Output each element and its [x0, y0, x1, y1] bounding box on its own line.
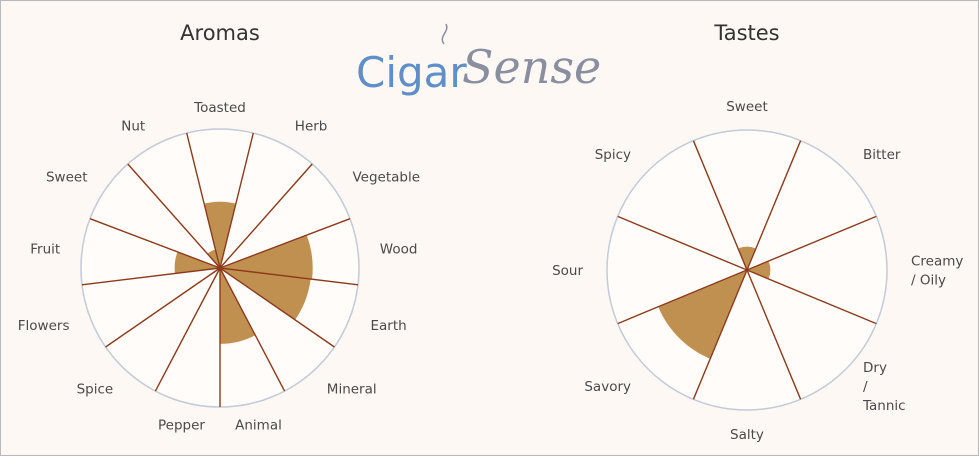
aromas-label-mineral: Mineral — [327, 382, 377, 398]
tastes-label-salty: Salty — [730, 427, 764, 443]
aromas-label-flowers: Flowers — [18, 318, 70, 334]
aromas-spoke — [89, 218, 221, 269]
tastes-label-creamy-oily: Creamy / Oily — [911, 254, 963, 289]
aromas-spoke — [219, 132, 254, 269]
aromas-label-wood: Wood — [380, 242, 418, 258]
tastes-spoke — [746, 269, 802, 400]
aromas-label-nut: Nut — [121, 118, 145, 134]
logo-sense-text: Sense — [462, 40, 601, 94]
aromas-label-earth: Earth — [371, 318, 407, 334]
aromas-spoke — [219, 267, 359, 286]
tastes-chart: Tastes Sweet Bitter Creamy / Oily Dry / Tannic… — [552, 21, 963, 443]
tastes-spoke — [692, 140, 748, 271]
tastes-label-dry-tannic: Dry / Tannic — [862, 360, 906, 414]
aromas-spokes — [81, 132, 359, 407]
aromas-label-herb: Herb — [295, 118, 328, 134]
tastes-spoke — [746, 269, 877, 325]
aromas-spoke — [154, 267, 221, 392]
aromas-spoke — [219, 267, 335, 348]
aromas-spoke — [127, 163, 221, 269]
tastes-spoke — [746, 215, 877, 271]
tastes-spokes — [617, 140, 877, 400]
aromas-spoke — [219, 163, 313, 269]
tastes-labels: Sweet Bitter Creamy / Oily Dry / Tannic Salty Sa… — [552, 99, 963, 443]
aromas-label-spice: Spice — [77, 382, 114, 398]
aromas-spoke — [219, 267, 286, 392]
logo-cigar-text: Cigar — [356, 48, 467, 97]
tastes-label-spicy: Spicy — [595, 147, 631, 163]
aromas-label-pepper: Pepper — [158, 417, 205, 433]
aromas-label-toasted: Toasted — [193, 100, 246, 116]
aromas-chart: Aromas Toasted Herb Vegetable Wood Earth Mine… — [18, 21, 420, 433]
tastes-wedges — [657, 245, 772, 360]
tastes-label-bitter: Bitter — [863, 147, 901, 163]
aromas-label-fruit: Fruit — [30, 242, 60, 258]
aromas-spoke — [186, 132, 221, 269]
aromas-labels: Toasted Herb Vegetable Wood Earth Mineral Anim… — [18, 100, 420, 433]
aromas-label-vegetable: Vegetable — [353, 170, 421, 186]
tastes-label-savory: Savory — [584, 379, 631, 395]
aromas-spoke — [219, 218, 351, 269]
aromas-spoke — [105, 267, 221, 348]
tastes-spoke — [692, 269, 748, 400]
cigarsense-logo: Cigar Sense — [356, 23, 601, 97]
aromas-label-animal: Animal — [235, 417, 282, 433]
smoke-icon — [441, 23, 448, 45]
tastes-spoke — [746, 140, 802, 271]
tastes-spoke — [617, 269, 748, 325]
aromas-title: Aromas — [180, 21, 260, 45]
tastes-label-sour: Sour — [552, 263, 583, 279]
tastes-spoke — [617, 215, 748, 271]
tastes-label-sweet: Sweet — [726, 99, 768, 115]
aromas-label-sweet: Sweet — [46, 170, 88, 186]
tastes-wedge-savory — [657, 269, 748, 360]
aromas-spoke — [81, 267, 221, 286]
tastes-title: Tastes — [713, 21, 779, 45]
